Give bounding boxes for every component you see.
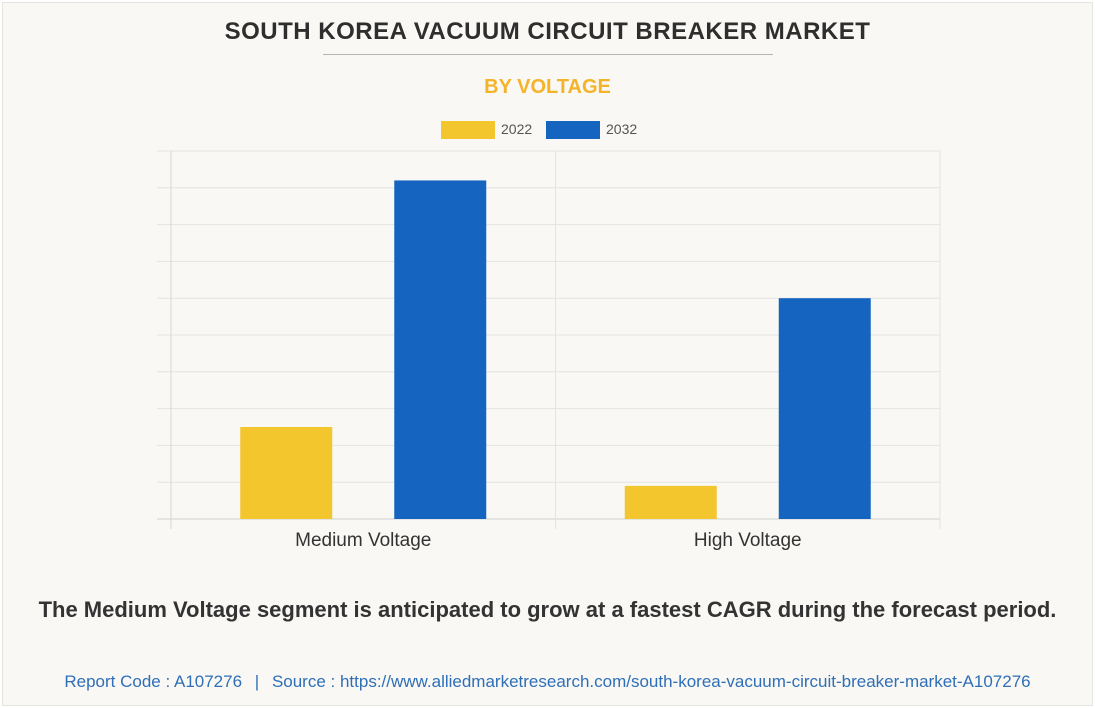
source-link[interactable]: Source : https://www.alliedmarketresearc… [271, 672, 1031, 691]
chart-title: SOUTH KOREA VACUUM CIRCUIT BREAKER MARKE… [224, 18, 871, 45]
footer-separator: | [254, 672, 260, 691]
legend-label-2032: 2032 [606, 121, 638, 137]
title-underline [323, 54, 773, 55]
x-tick-label: High Voltage [694, 530, 802, 551]
legend-swatch-2032 [546, 121, 600, 139]
report-code: Report Code : A107276 [64, 672, 243, 691]
chart-subtitle: BY VOLTAGE [484, 76, 611, 98]
x-tick-label: Medium Voltage [295, 530, 431, 551]
legend-label-2022: 2022 [501, 121, 533, 137]
chart-caption: The Medium Voltage segment is anticipate… [38, 597, 1057, 622]
bar-2022-medium-voltage [240, 427, 333, 519]
footer: Report Code : A107276 | Source : https:/… [0, 672, 1095, 692]
bar-2032-high-voltage [778, 298, 871, 519]
legend-swatch-2022 [441, 121, 495, 139]
bar-2022-high-voltage [624, 485, 717, 519]
bar-2032-medium-voltage [394, 180, 487, 519]
